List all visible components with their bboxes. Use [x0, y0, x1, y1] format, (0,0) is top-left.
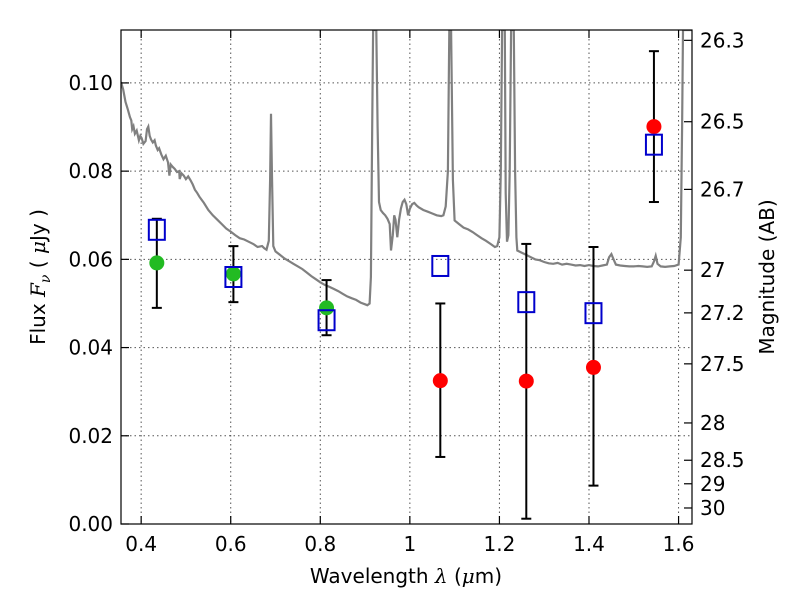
y-axis-label-unit: Jy )	[26, 209, 50, 243]
y-axis-label-mu: μ	[26, 241, 50, 254]
mag-tick-label-8: 29	[700, 472, 725, 496]
y-ticks: 0.00 0.02 0.04 0.06 0.08 0.10	[68, 71, 129, 536]
observed-point-0	[149, 255, 165, 271]
x-axis-label-unit-open: (	[448, 564, 462, 588]
observed-point-2	[319, 300, 335, 316]
x-tick-label-2: 0.8	[304, 532, 336, 556]
y-tick-label-5: 0.10	[68, 71, 113, 95]
observed-points	[149, 119, 662, 389]
x-tick-label-1: 0.6	[215, 532, 247, 556]
y-axis-label-subscript: ν	[38, 274, 54, 283]
y-axis-label-lead: Flux	[26, 297, 50, 345]
mag-tick-label-3: 27	[700, 258, 725, 282]
mag-tick-label-9: 30	[700, 496, 725, 520]
observed-point-3	[432, 373, 448, 389]
model-point-5	[584, 302, 603, 325]
errorbars	[151, 50, 659, 520]
mag-tick-label-7: 28.5	[700, 448, 745, 472]
model-point-2	[317, 309, 336, 332]
model-point-3	[431, 254, 450, 277]
y-tick-label-2: 0.04	[68, 336, 113, 360]
observed-point-5	[585, 359, 601, 375]
x-axis-label-lead: Wavelength	[310, 564, 435, 588]
template-spectrum-line	[121, 30, 692, 307]
x-axis-label-mu: μ	[462, 564, 475, 588]
observed-point-4	[518, 373, 534, 389]
plot-frame	[120, 29, 693, 525]
grid-lines	[121, 30, 692, 525]
mag-tick-label-1: 26.5	[700, 110, 745, 134]
y-tick-label-1: 0.02	[68, 424, 113, 448]
mag-tick-label-0: 26.3	[700, 28, 745, 52]
y-tick-label-0: 0.00	[68, 512, 113, 536]
y-axis-label-paren: (	[26, 254, 50, 275]
mag-tick-label-5: 27.5	[700, 352, 745, 376]
mag-tick-label-6: 28	[700, 411, 725, 435]
x-tick-label-5: 1.4	[573, 532, 605, 556]
observed-point-1	[225, 266, 241, 282]
x-tick-label-3: 1	[403, 532, 416, 556]
y-axis-label-symbol: F	[26, 282, 50, 298]
model-point-0	[147, 218, 166, 241]
x-tick-label-6: 1.6	[663, 532, 695, 556]
mag-tick-label-2: 26.7	[700, 177, 745, 201]
model-points	[147, 133, 663, 332]
y-tick-label-4: 0.08	[68, 159, 113, 183]
y-tick-label-3: 0.06	[68, 247, 113, 271]
model-point-4	[517, 291, 536, 314]
mag-tick-label-4: 27.2	[700, 301, 745, 325]
model-point-6	[644, 133, 663, 156]
x-axis-label-lambda: λ	[434, 564, 448, 588]
right-axis-label: Magnitude (AB)	[755, 199, 779, 354]
x-axis-label-unit-close: m)	[475, 564, 502, 588]
x-tick-label-4: 1.2	[484, 532, 516, 556]
observed-point-6	[646, 119, 662, 135]
x-tick-label-0: 0.4	[125, 532, 157, 556]
x-ticks: 0.4 0.6 0.8 1 1.2 1.4 1.6	[125, 30, 694, 556]
x-axis-label: Wavelength λ (μm)	[310, 564, 502, 588]
model-point-1	[224, 266, 243, 288]
y-axis-label: Flux Fν ( μJy )	[26, 209, 54, 345]
